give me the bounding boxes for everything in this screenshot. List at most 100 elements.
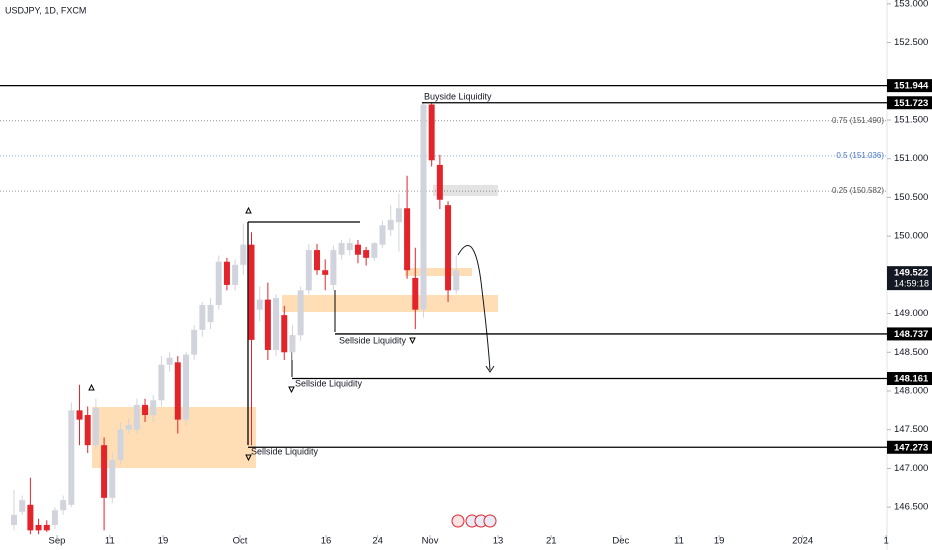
annotation: Sellside Liquidity [295,378,363,388]
triangle-marker [88,383,95,391]
candle-body [346,243,353,251]
candle-body [256,299,263,310]
toolbar-icons [451,514,497,528]
x-tick-label: 11 [674,536,684,547]
candle-body [338,243,345,255]
candle-body [436,164,443,200]
projection-arrow [457,245,491,371]
last-price-label: 149.522 [894,268,928,279]
price-tag-label: 147.273 [894,442,928,453]
y-tick-label: 147.000 [894,463,928,474]
candle-body [125,425,132,430]
gap-zone [433,185,498,196]
x-tick-label: Dec [612,536,629,547]
demand-zone [405,268,472,276]
icon[interactable] [451,514,465,528]
candle-body [379,225,386,245]
price-tag [887,96,932,110]
candle-body [19,500,26,512]
price-tag [887,372,932,386]
y-tick-label: 151.000 [894,153,928,164]
candle-body [109,459,116,498]
candle-body [264,299,271,350]
candle-body [215,261,222,306]
triangle-marker [245,206,252,214]
candle-body [395,208,402,223]
candle-body [43,524,50,531]
candle-body [297,290,304,336]
candle-body [281,315,288,353]
x-tick-label: 19 [714,536,725,547]
triangle-marker [409,337,416,345]
candle-body [305,250,312,291]
y-tick-label: 146.500 [894,502,928,513]
candle-body [11,514,18,525]
x-tick-label: 24 [372,536,383,547]
x-tick-label: 13 [493,536,504,547]
x-tick-label: Nov [422,536,439,547]
candle-body [232,264,239,285]
y-tick-label: 149.000 [894,308,928,319]
price-tag-label: 151.723 [894,98,928,109]
candle-body [142,404,149,415]
candle-body [248,244,255,340]
candle-body [27,504,34,531]
y-tick-label: 147.500 [894,424,928,435]
candle-body [273,298,280,350]
price-tag [887,327,932,341]
candle-body [354,244,361,255]
candle-body [363,250,370,258]
candle-body [322,270,329,275]
candle-body [92,408,99,446]
y-tick-label: 150.000 [894,231,928,242]
triangle-marker [245,454,252,462]
candle-body [166,357,173,365]
demand-zone [92,407,256,468]
candle-body [84,414,91,446]
candle-body [76,410,83,420]
x-tick-label: Oct [233,536,248,547]
candle-body [182,354,189,420]
candle-body [428,104,435,161]
icon[interactable] [483,514,497,528]
candle-body [412,277,419,310]
candle-body [68,410,75,505]
annotation: Sellside Liquidity [251,446,319,456]
candle-body [387,219,394,230]
y-tick-label: 148.500 [894,347,928,358]
candle-body [207,305,214,323]
chart-title: USDJPY, 1D, FXCM [5,5,86,15]
arrow-head [485,365,495,373]
candle-body [150,400,157,415]
candle-body [51,510,58,525]
y-tick-label: 153.000 [894,0,928,9]
price-tag-label: 148.161 [894,374,929,385]
x-tick-label: 1 [884,536,889,547]
x-tick-label: 19 [158,536,169,547]
candle-body [289,335,296,353]
candle-body [117,429,124,460]
candle-body [101,445,108,498]
candle-body [453,270,460,291]
y-tick-label: 151.500 [894,115,928,126]
candle-body [314,250,321,271]
x-tick-label: 11 [105,536,115,547]
price-tag-label: 148.737 [894,329,928,340]
candle-body [420,104,427,310]
price-tag [887,79,932,93]
candle-body [191,329,198,355]
annotation: Sellside Liquidity [339,335,407,345]
candle-body [174,362,181,420]
candle-body [240,244,247,265]
price-tag-label: 151.944 [894,81,929,92]
y-tick-label: 150.500 [894,192,928,203]
y-tick-label: 152.500 [894,37,928,48]
candle-body [223,261,230,285]
candle-body [60,500,67,511]
x-tick-label: 21 [546,536,557,547]
x-tick-label: Sep [49,536,66,547]
fib-label: 0.5 (151.036) [836,151,884,160]
y-tick-label: 148.000 [894,386,928,397]
price-tag [887,440,932,454]
